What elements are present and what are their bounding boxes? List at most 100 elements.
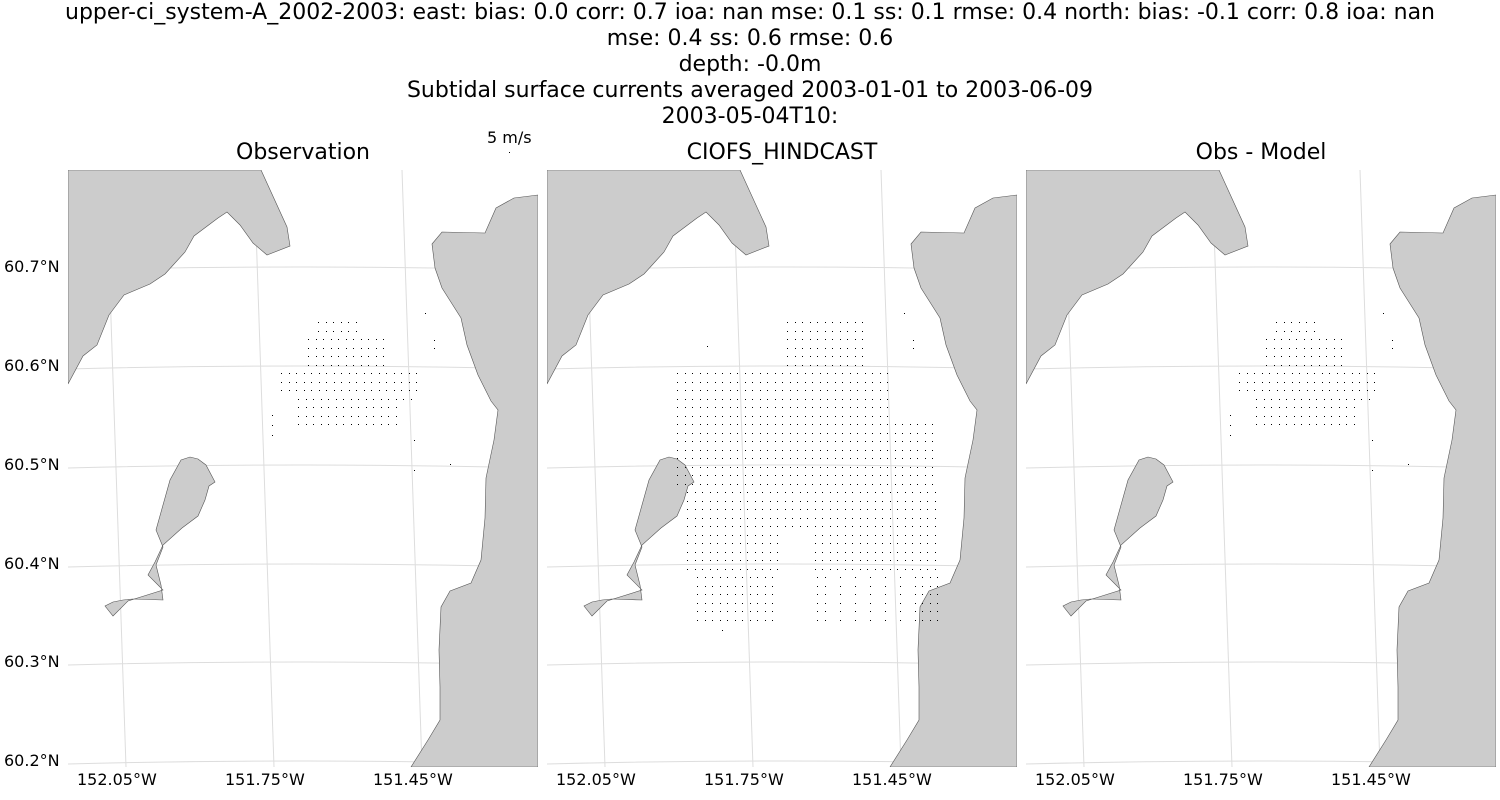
current-vector [760, 458, 761, 459]
current-vector [321, 424, 322, 425]
current-vector [707, 382, 708, 383]
current-vector [932, 441, 933, 442]
current-vector [790, 467, 791, 468]
current-vector [910, 467, 911, 468]
current-vector [812, 458, 813, 459]
current-vector [857, 458, 858, 459]
current-vector [875, 501, 876, 502]
current-vector [692, 484, 693, 485]
current-vector [842, 475, 843, 476]
current-vector [722, 484, 723, 485]
current-vector [802, 322, 803, 323]
current-vector [917, 467, 918, 468]
current-vector [396, 416, 397, 417]
current-vector [910, 450, 911, 451]
current-vector [677, 475, 678, 476]
current-vector [745, 458, 746, 459]
current-vector [937, 586, 938, 587]
current-vector [845, 560, 846, 561]
current-vector [830, 535, 831, 536]
current-vector [1352, 390, 1353, 391]
current-vector [855, 348, 856, 349]
current-vector [770, 492, 771, 493]
current-vector [860, 518, 861, 519]
current-vector [865, 475, 866, 476]
current-vector [334, 390, 335, 391]
current-vector [865, 373, 866, 374]
current-vector [937, 611, 938, 612]
current-vector [695, 492, 696, 493]
current-vector [772, 603, 773, 604]
current-vector [1274, 356, 1275, 357]
current-vector [802, 331, 803, 332]
current-vector [845, 509, 846, 510]
current-vector [820, 450, 821, 451]
current-vector [812, 399, 813, 400]
current-vector [817, 594, 818, 595]
current-vector [319, 382, 320, 383]
quiver-key-arrow [509, 152, 510, 153]
current-vector [722, 407, 723, 408]
current-vector [1337, 373, 1338, 374]
current-vector [1352, 382, 1353, 383]
current-vector [927, 535, 928, 536]
current-vector [1274, 339, 1275, 340]
current-vector [707, 484, 708, 485]
current-vector [677, 433, 678, 434]
current-vector [700, 373, 701, 374]
current-vector [1299, 331, 1300, 332]
graticule-lon-line [1211, 170, 1233, 767]
current-vector [845, 526, 846, 527]
current-vector [847, 339, 848, 340]
current-vector [822, 501, 823, 502]
current-vector [304, 382, 305, 383]
lat-label-60-3: 60.3°N [4, 652, 60, 671]
current-vector [298, 399, 299, 400]
current-vector [692, 382, 693, 383]
current-vector [760, 416, 761, 417]
current-vector [687, 543, 688, 544]
current-vector [850, 484, 851, 485]
current-vector [381, 407, 382, 408]
current-vector [912, 509, 913, 510]
current-vector [890, 509, 891, 510]
current-vector [752, 424, 753, 425]
current-vector [338, 356, 339, 357]
current-vector [845, 501, 846, 502]
current-vector [1277, 373, 1278, 374]
current-vector [935, 509, 936, 510]
current-vector [775, 441, 776, 442]
current-vector [790, 382, 791, 383]
current-vector [777, 518, 778, 519]
current-vector [737, 484, 738, 485]
current-vector [830, 560, 831, 561]
current-vector [1284, 322, 1285, 323]
lon-label-151-75-panel1: 151.75°W [225, 770, 305, 789]
current-vector [920, 501, 921, 502]
current-vector [755, 569, 756, 570]
current-vector [1334, 339, 1335, 340]
current-vector [306, 407, 307, 408]
current-vector [852, 569, 853, 570]
current-vector [737, 373, 738, 374]
current-vector [316, 365, 317, 366]
current-vector [882, 543, 883, 544]
current-vector [825, 356, 826, 357]
current-vector [272, 425, 273, 426]
graticule-lon-line [1359, 170, 1381, 767]
current-vector [341, 373, 342, 374]
current-vector [830, 543, 831, 544]
current-vector [1334, 365, 1335, 366]
current-vector [735, 577, 736, 578]
current-vector [857, 467, 858, 468]
current-vector [1284, 390, 1285, 391]
current-vector [827, 484, 828, 485]
current-vector [1289, 365, 1290, 366]
current-vector [822, 560, 823, 561]
current-vector [745, 424, 746, 425]
current-vector [825, 586, 826, 587]
current-vector [715, 390, 716, 391]
current-vector [767, 373, 768, 374]
current-vector [331, 348, 332, 349]
current-vector [827, 441, 828, 442]
